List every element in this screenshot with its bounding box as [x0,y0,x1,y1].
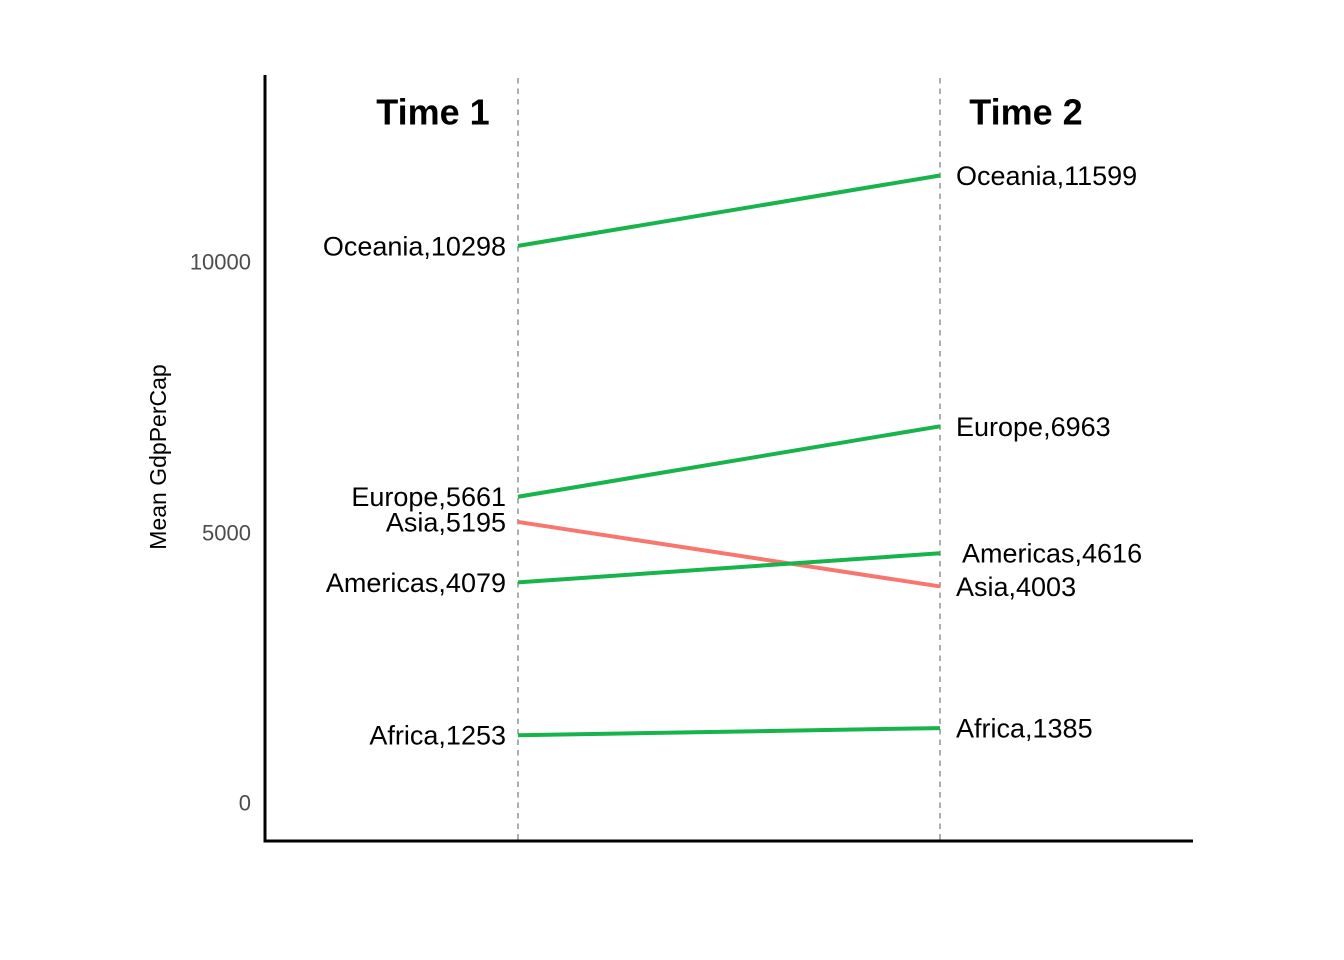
label-left-asia: Asia,5195 [386,507,506,537]
series-layer: Oceania,10298 Oceania,11599 Europe,5661 Eur… [323,161,1142,751]
label-right-oceania: Oceania,11599 [956,161,1137,191]
column-title-time-2: Time 2 [969,92,1082,133]
label-left-africa: Africa,1253 [369,721,506,751]
column-title-time-1: Time 1 [376,92,489,133]
label-right-asia: Asia,4003 [956,572,1076,602]
slope-line-americas [517,551,941,585]
slope-line-oceania [517,173,941,248]
label-right-americas: Americas,4616 [962,539,1142,569]
y-tick-0: 0 [239,791,251,816]
slope-line-asia [517,519,941,589]
slope-line-africa [517,726,941,738]
slope-line-europe [517,424,941,499]
label-left-europe: Europe,5661 [351,482,506,512]
label-right-africa: Africa,1385 [956,714,1093,744]
y-tick-5000: 5000 [202,521,251,546]
y-tick-10000: 10000 [190,250,251,275]
label-left-oceania: Oceania,10298 [323,231,506,261]
label-right-europe: Europe,6963 [956,412,1111,442]
label-left-americas: Americas,4079 [326,568,506,598]
y-axis-title: Mean GdpPerCap [145,364,171,549]
